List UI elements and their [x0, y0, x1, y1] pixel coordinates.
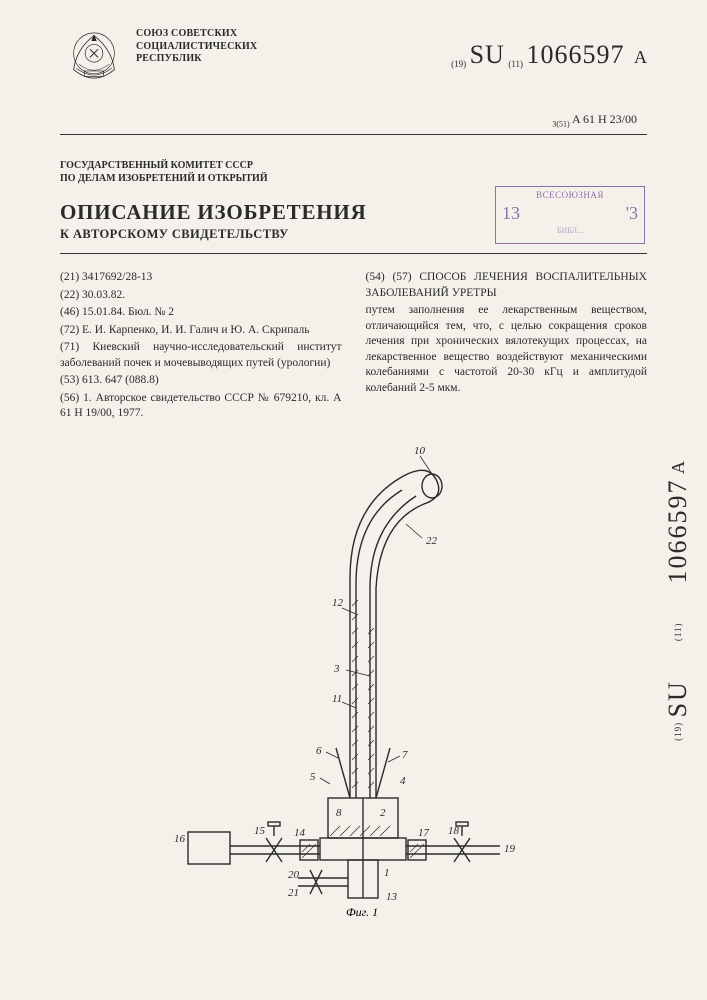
title-block: ОПИСАНИЕ ИЗОБРЕТЕНИЯ К АВТОРСКОМУ СВИДЕТ…: [60, 200, 367, 242]
svg-text:3: 3: [333, 663, 340, 675]
library-stamp: ВСЕСОЮЗНАЯ 13 '3 БИБЛ...: [495, 186, 645, 244]
rule-line: [60, 134, 647, 135]
union-name: СОЮЗ СОВЕТСКИХ СОЦИАЛИСТИЧЕСКИХ РЕСПУБЛИ…: [136, 28, 257, 66]
biblio-left-col: (21) 3417692/28-13 (22) 30.03.82. (46) 1…: [60, 270, 342, 424]
committee-name: ГОСУДАРСТВЕННЫЙ КОМИТЕТ СССР ПО ДЕЛАМ ИЗ…: [60, 160, 268, 185]
svg-text:17: 17: [418, 827, 430, 839]
biblio-columns: (21) 3417692/28-13 (22) 30.03.82. (46) 1…: [60, 270, 647, 424]
svg-text:16: 16: [174, 833, 186, 845]
svg-text:22: 22: [426, 535, 438, 547]
side-prefix: (19): [673, 722, 683, 741]
stamp-top: ВСЕСОЮЗНАЯ: [502, 190, 638, 201]
publication-code: (19) SU (11) 1066597 A: [451, 40, 647, 70]
title-sub: К АВТОРСКОМУ СВИДЕТЕЛЬСТВУ: [60, 227, 367, 242]
union-line: СОЦИАЛИСТИЧЕСКИХ: [136, 41, 257, 54]
union-line: СОЮЗ СОВЕТСКИХ: [136, 28, 257, 41]
side-publication-code: (19) SU (11) 1066597 A: [663, 460, 693, 741]
svg-text:4: 4: [400, 775, 406, 787]
biblio-field-21: (21) 3417692/28-13: [60, 270, 342, 286]
biblio-field-56: (56) 1. Авторское свидетельство СССР № 6…: [60, 391, 342, 422]
svg-text:15: 15: [254, 825, 266, 837]
biblio-field-72: (72) Е. И. Карпенко, И. И. Галич и Ю. А.…: [60, 323, 342, 339]
side-mid: (11): [673, 623, 683, 642]
abstract-text: путем заполнения ее лекарственным вещест…: [366, 303, 648, 396]
svg-text:2: 2: [380, 807, 386, 819]
svg-text:10: 10: [414, 445, 426, 457]
side-country: SU: [663, 680, 692, 717]
stamp-left: 13: [502, 203, 520, 225]
code-country: SU: [470, 40, 505, 69]
rule-line: [60, 253, 647, 254]
biblio-field-22: (22) 30.03.82.: [60, 288, 342, 304]
biblio-field-46: (46) 15.01.84. Бюл. № 2: [60, 305, 342, 321]
svg-text:6: 6: [316, 745, 322, 757]
svg-text:5: 5: [310, 771, 316, 783]
committee-line: ПО ДЕЛАМ ИЗОБРЕТЕНИЙ И ОТКРЫТИЙ: [60, 173, 268, 186]
stamp-right: '3: [626, 203, 638, 225]
code-mid: (11): [508, 59, 523, 69]
title-main: ОПИСАНИЕ ИЗОБРЕТЕНИЯ: [60, 200, 367, 225]
ipc-value: A 61 H 23/00: [572, 112, 637, 126]
ipc-prefix: 3(51): [552, 119, 569, 128]
biblio-field-53: (53) 613. 647 (088.8): [60, 373, 342, 389]
committee-line: ГОСУДАРСТВЕННЫЙ КОМИТЕТ СССР: [60, 160, 268, 173]
svg-text:18: 18: [448, 825, 460, 837]
svg-text:13: 13: [386, 891, 398, 903]
ipc-class: 3(51) A 61 H 23/00: [552, 112, 637, 128]
figure-caption: Фиг. 1: [346, 905, 378, 918]
svg-text:12: 12: [332, 597, 344, 609]
svg-text:11: 11: [332, 693, 342, 705]
code-kind: A: [634, 47, 647, 67]
stamp-bottom: БИБЛ...: [502, 226, 638, 236]
biblio-field-71: (71) Киевский научно-исследовательский и…: [60, 340, 342, 371]
ussr-emblem-icon: [60, 22, 128, 90]
side-number: 1066597: [663, 479, 692, 584]
code-prefix: (19): [451, 59, 466, 69]
svg-text:20: 20: [288, 869, 300, 881]
union-line: РЕСПУБЛИК: [136, 53, 257, 66]
abstract-title: (54) (57) СПОСОБ ЛЕЧЕНИЯ ВОСПАЛИТЕЛЬНЫХ …: [366, 270, 648, 301]
svg-text:7: 7: [402, 749, 408, 761]
svg-text:21: 21: [288, 887, 299, 899]
svg-text:14: 14: [294, 827, 306, 839]
svg-text:19: 19: [504, 843, 516, 855]
abstract-col: (54) (57) СПОСОБ ЛЕЧЕНИЯ ВОСПАЛИТЕЛЬНЫХ …: [366, 270, 648, 424]
svg-text:8: 8: [336, 807, 342, 819]
svg-text:1: 1: [384, 867, 390, 879]
code-number: 1066597: [527, 40, 625, 69]
figure-1: 10 22 12 3 11 6 7 5 4 16 15 14 8 2 17 18…: [170, 438, 530, 918]
side-kind: A: [668, 460, 688, 474]
